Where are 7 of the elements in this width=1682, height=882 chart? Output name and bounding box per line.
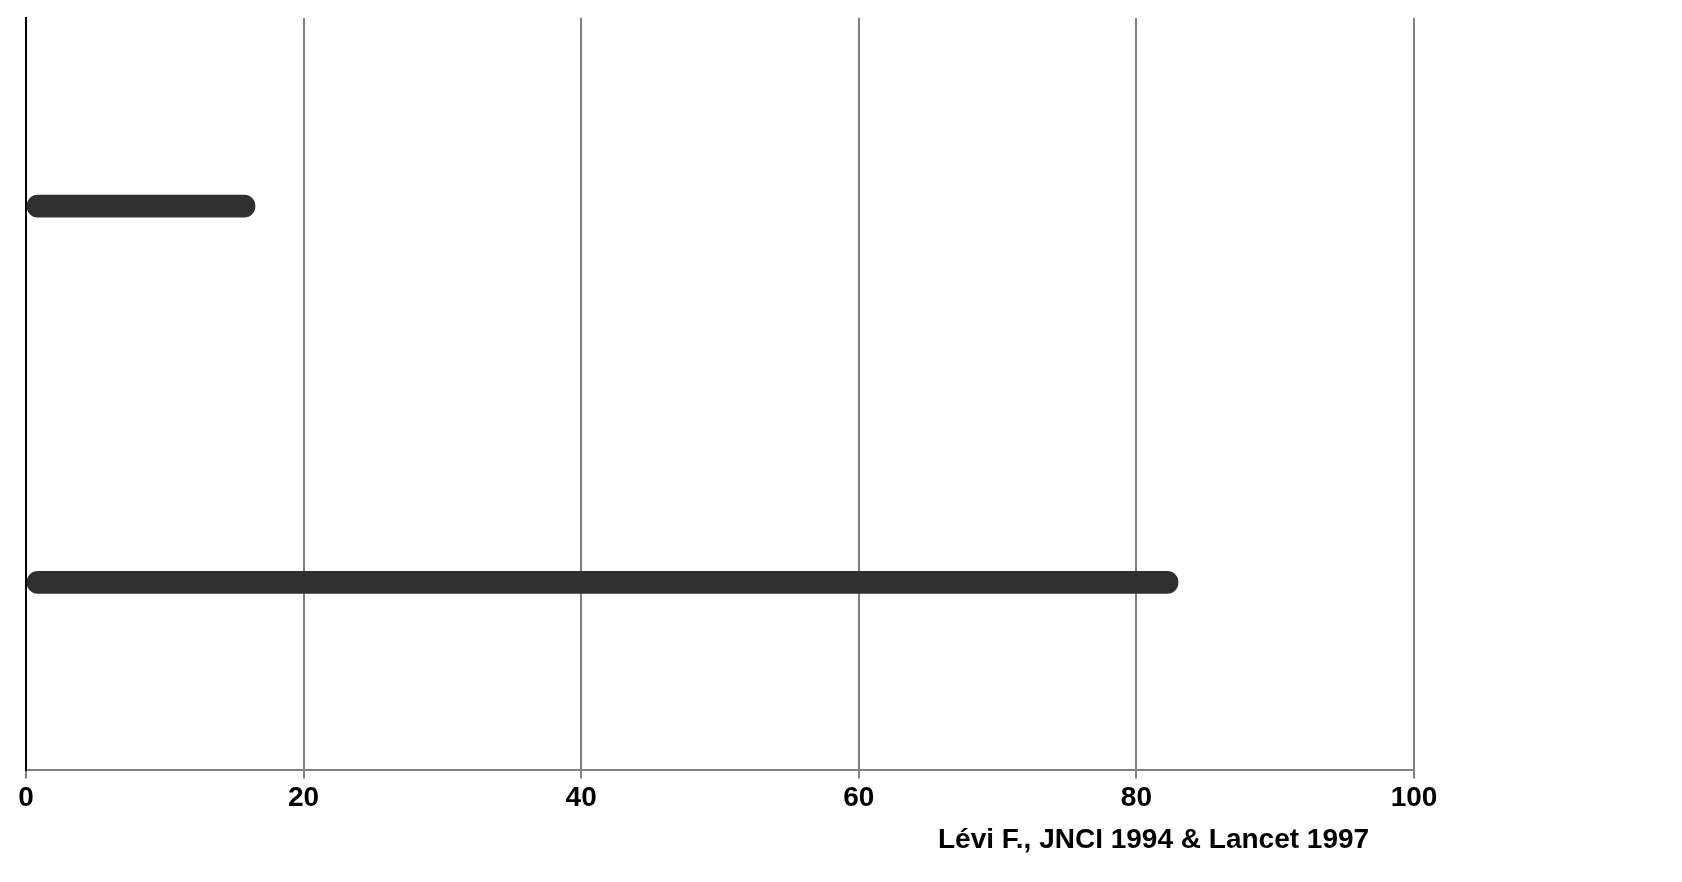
x-tick-label: 80	[1120, 780, 1152, 812]
x-tick-label: 100	[1390, 780, 1438, 812]
x-tick-label: 0	[18, 780, 34, 812]
x-tick-label: 40	[565, 780, 597, 812]
x-tick-label: 20	[288, 780, 320, 812]
x-tick-label: 60	[843, 780, 875, 812]
text: Lévi F., JNCI 1994 & Lancet 1997	[938, 823, 1370, 855]
